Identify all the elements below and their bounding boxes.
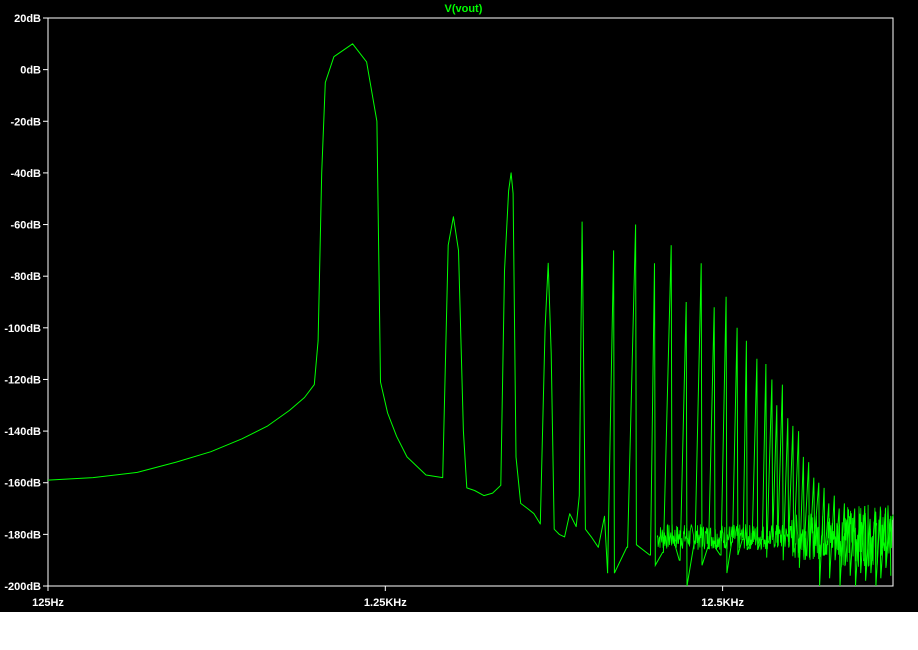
x-tick-label: 12.5KHz xyxy=(701,597,744,609)
plot-window: V(vout) 20dB 0dB -20dB -40dB -60dB -80dB -100dB… xyxy=(0,0,918,612)
plot-frame xyxy=(47,17,894,587)
x-tick-label: 1.25KHz xyxy=(364,597,407,609)
y-tick-label: -160dB xyxy=(4,478,41,490)
y-tick-label: -20dB xyxy=(10,116,41,128)
y-tick-label: -80dB xyxy=(10,271,41,283)
harmonic-spikes-trace xyxy=(607,224,892,587)
chart-title: V(vout) xyxy=(445,3,483,15)
y-tick-label: 20dB xyxy=(14,13,41,25)
y-tick-label: -120dB xyxy=(4,374,41,386)
x-tick-label: 125Hz xyxy=(32,597,64,609)
y-tick-label: -180dB xyxy=(4,529,41,541)
y-tick-label: -40dB xyxy=(10,168,41,180)
y-tick-label: -140dB xyxy=(4,426,41,438)
spectrum-trace xyxy=(47,43,609,574)
y-tick-label: -60dB xyxy=(10,220,41,232)
y-tick-label: -200dB xyxy=(4,581,41,593)
spectrum-chart: V(vout) 20dB 0dB -20dB -40dB -60dB -80dB -100dB… xyxy=(4,3,894,609)
noise-floor-trace xyxy=(656,504,894,568)
y-tick-label: 0dB xyxy=(20,65,41,77)
y-tick-label: -100dB xyxy=(4,323,41,335)
